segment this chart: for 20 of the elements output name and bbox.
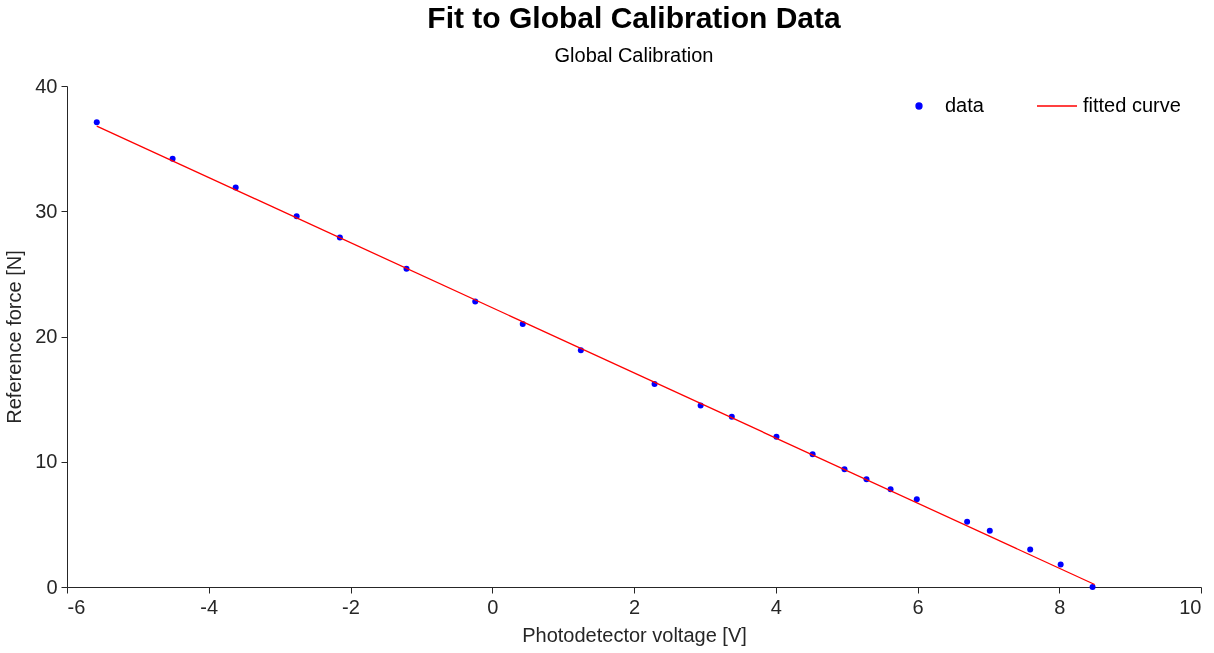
- x-tick-label: 8: [1054, 595, 1066, 618]
- chart-title: Fit to Global Calibration Data: [427, 1, 841, 34]
- x-tick-label: 0: [487, 595, 499, 618]
- x-tick-label: -4: [200, 595, 219, 618]
- x-tick-label: 6: [912, 595, 924, 618]
- x-tick-label: 2: [628, 595, 641, 618]
- x-tick-label: 4: [770, 595, 782, 618]
- y-tick-label: 40: [35, 74, 58, 97]
- y-tick-label: 20: [35, 325, 58, 347]
- legend-label: fitted curve: [1083, 94, 1181, 116]
- y-axis-title: Reference force [N]: [3, 250, 26, 424]
- legend-label: data: [945, 94, 985, 116]
- x-tick-label: -2: [342, 595, 360, 618]
- chart-subtitle: Global Calibration: [554, 44, 714, 66]
- x-axis-title: Photodetector voltage [V]: [522, 623, 747, 646]
- y-tick-label: 0: [46, 575, 58, 598]
- y-tick-label: 30: [35, 199, 58, 222]
- y-tick-label: 10: [35, 450, 58, 473]
- x-tick-label: -6: [67, 595, 86, 618]
- x-tick-label: 10: [1179, 595, 1202, 618]
